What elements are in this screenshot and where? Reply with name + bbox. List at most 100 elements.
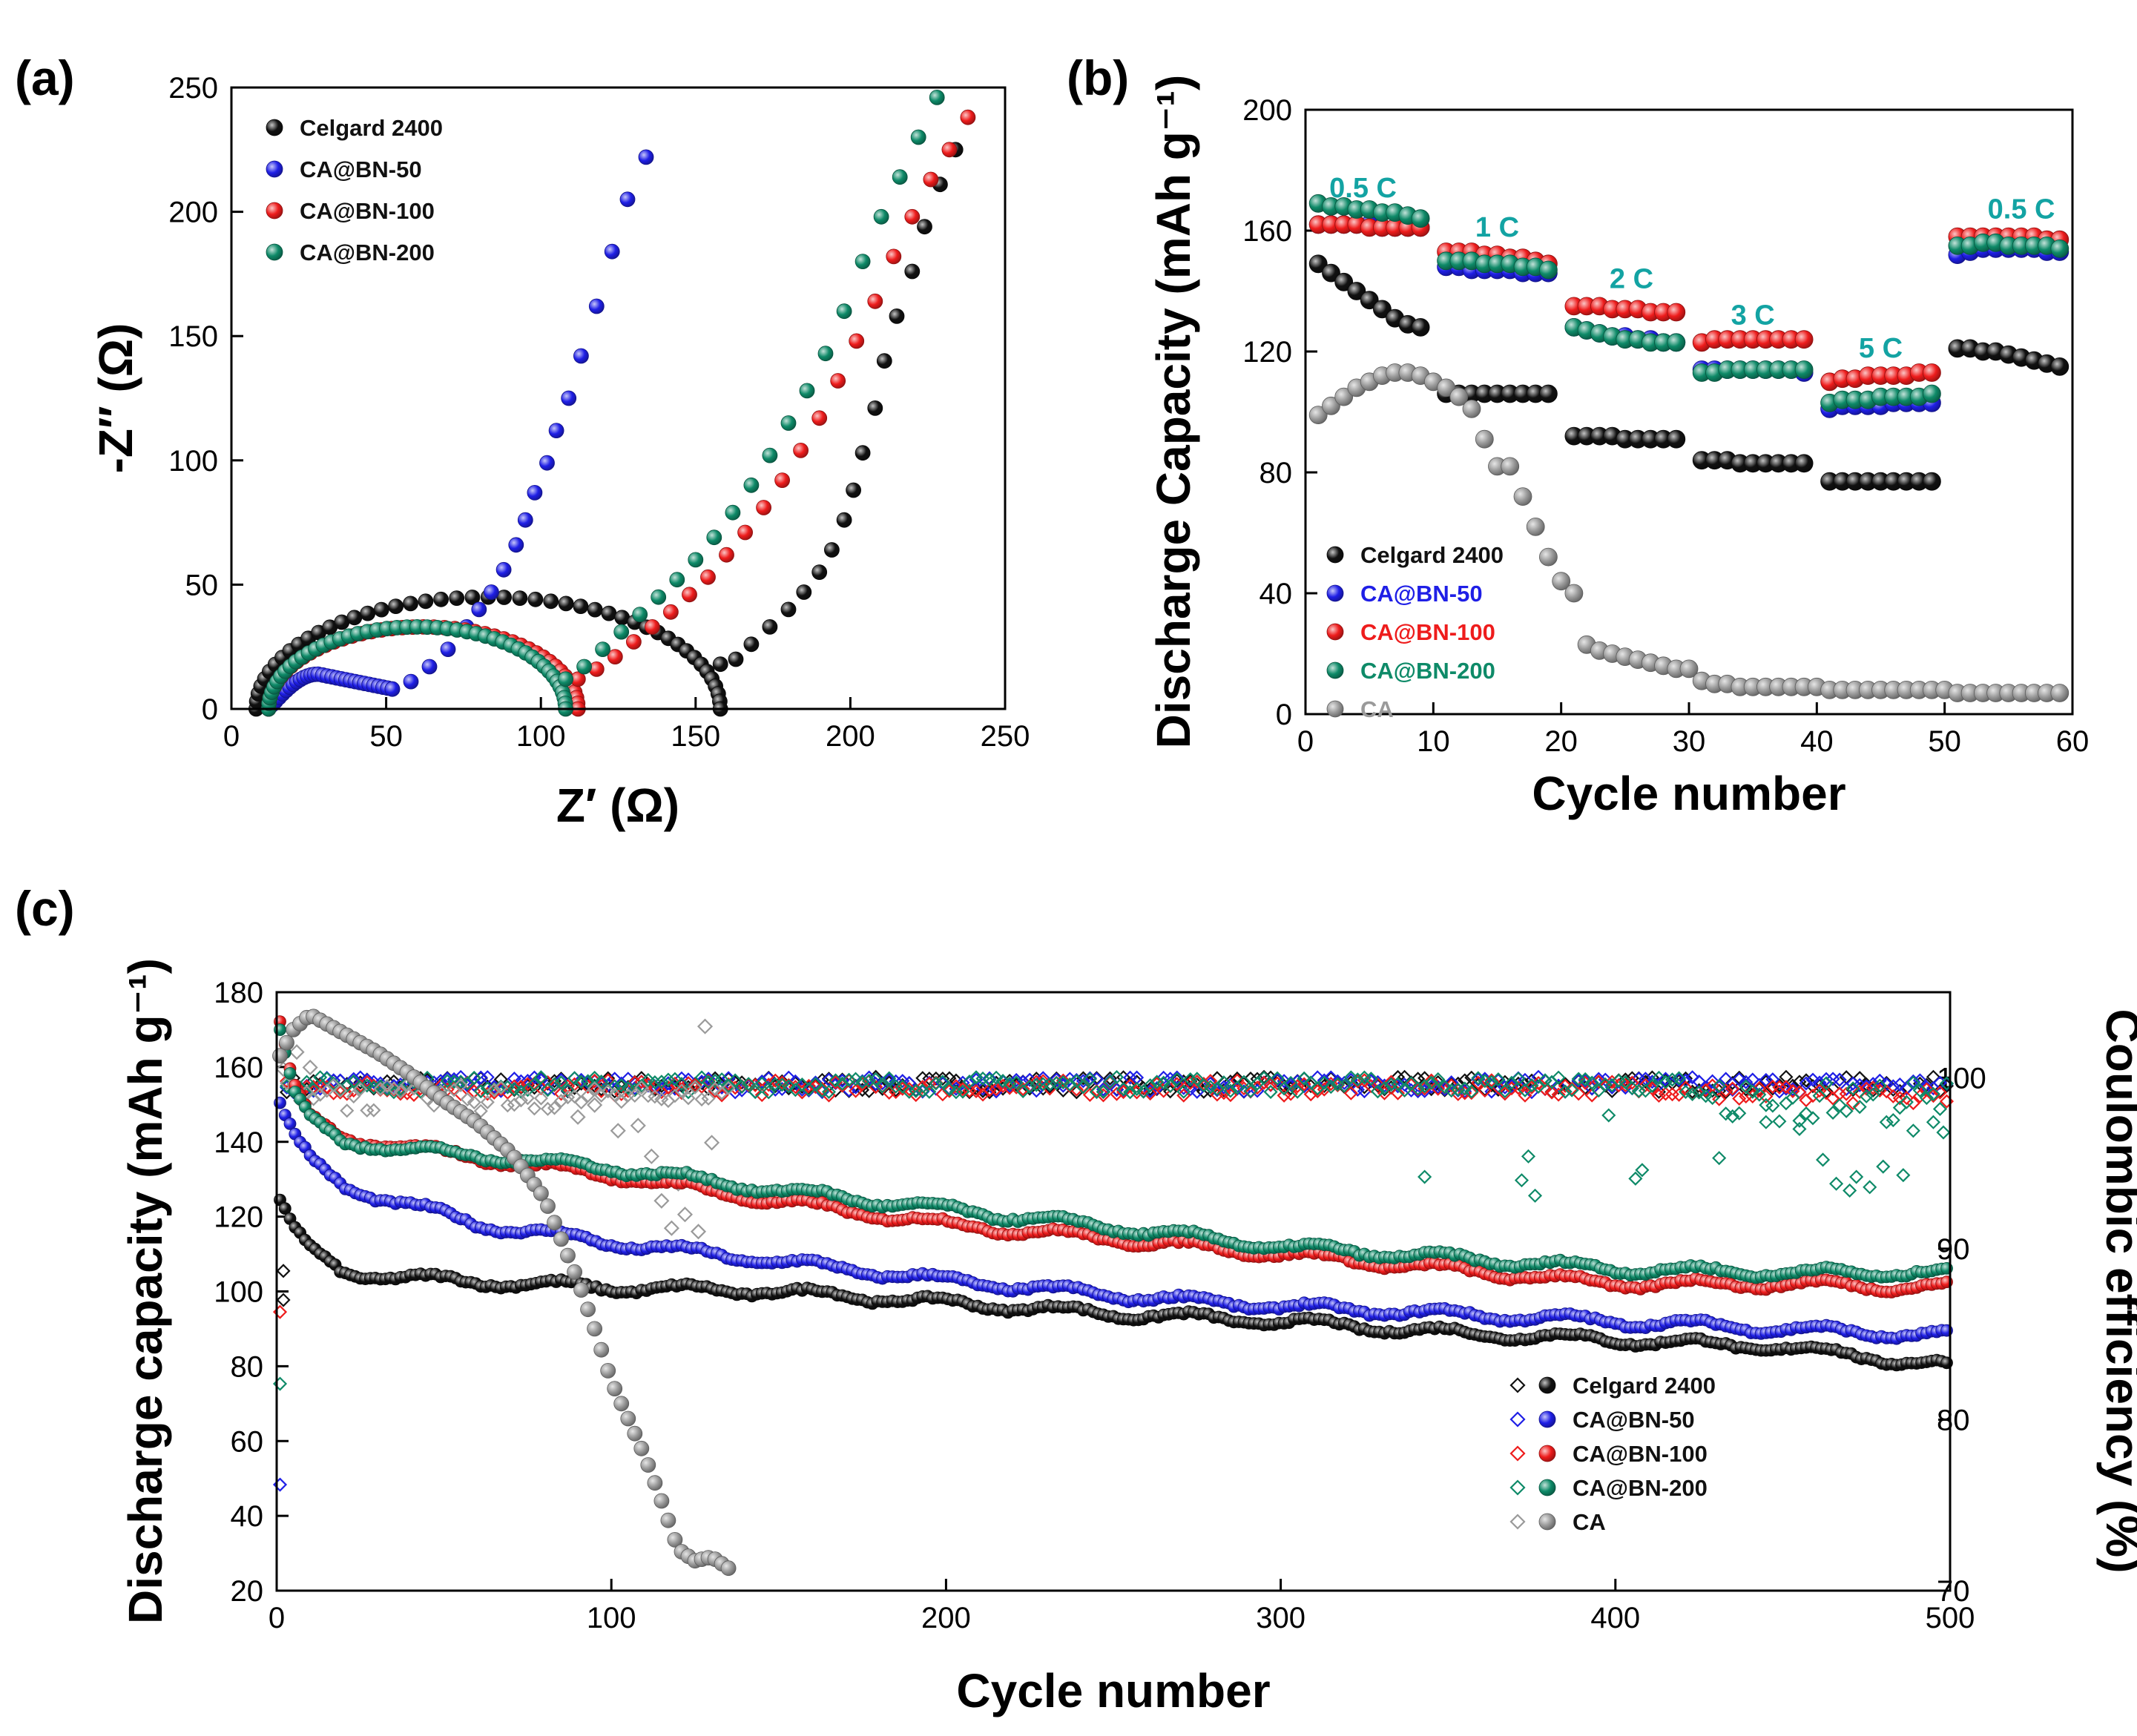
panel-c-efficiency-bn200 <box>1210 1082 1225 1097</box>
panel-c-efficiency-celgard <box>1879 1075 1894 1090</box>
panel-c-efficiency-bn200 <box>1498 1083 1512 1099</box>
panel-c-y-tick-label: 40 <box>231 1500 264 1533</box>
panel-a-point-bn50 <box>484 584 499 600</box>
panel-a-point-celgard <box>762 619 778 635</box>
panel-c-capacity-ca <box>573 1282 589 1298</box>
panel-b-point-bn200 <box>1794 360 1814 379</box>
panel-c-efficiency-ca <box>690 1224 707 1240</box>
panel-c-efficiency-ca <box>676 1207 694 1223</box>
panel-c-efficiency-ca <box>302 1059 318 1076</box>
panel-c-efficiency-bn100 <box>969 1083 984 1099</box>
panel-c-efficiency-bn200 <box>1725 1109 1740 1124</box>
panel-c-efficiency-bn200 <box>1451 1082 1466 1097</box>
panel-c-efficiency-bn200 <box>909 1083 923 1098</box>
panel-c-efficiency-bn200 <box>1411 1081 1426 1096</box>
panel-b-rate-label: 2 C <box>1610 263 1653 294</box>
panel-c-efficiency-bn200 <box>834 1076 850 1091</box>
panel-c-efficiency-ca <box>628 1088 642 1103</box>
panel-a-point-celgard <box>449 590 465 606</box>
panel-a-point-bn50 <box>527 485 543 501</box>
panel-c-efficiency-bn200 <box>1223 1083 1238 1098</box>
panel-c-efficiency-bn100 <box>1237 1081 1251 1096</box>
panel-b-point-bn100 <box>1794 330 1814 349</box>
panel-a-point-bn100 <box>886 248 902 265</box>
panel-c-efficiency-bn200 <box>1624 1080 1639 1095</box>
panel-c-efficiency-bn50 <box>1685 1070 1700 1085</box>
panel-c-efficiency-ca <box>366 1103 381 1118</box>
panel-c-efficiency-bn200 <box>594 1074 609 1089</box>
panel-c-efficiency-celgard <box>1765 1081 1780 1096</box>
panel-c-efficiency-bn100 <box>1210 1087 1225 1102</box>
panel-a-point-bn50 <box>539 455 555 471</box>
panel-c-efficiency-ca <box>708 1081 722 1096</box>
panel-c-efficiency-bn50 <box>889 1074 903 1089</box>
panel-c-efficiency-bn200 <box>1123 1085 1138 1100</box>
panel-c-efficiency-bn200 <box>1397 1083 1412 1098</box>
panel-c-x-tick-label: 100 <box>587 1602 636 1634</box>
panel-c-efficiency-bn200 <box>1484 1075 1499 1089</box>
panel-c-efficiency-bn100 <box>1270 1076 1285 1091</box>
panel-c-efficiency-bn100 <box>1772 1080 1787 1095</box>
panel-c-efficiency-bn200 <box>1143 1078 1158 1093</box>
panel-a-legend: Celgard 2400 CA@BN-50 CA@BN-100 CA@BN-200 <box>266 115 443 265</box>
panel-a-point-bn50 <box>440 641 456 657</box>
panel-a-point-bn100 <box>793 443 809 458</box>
panel-c-efficiency-bn200 <box>1176 1084 1191 1099</box>
panel-c-efficiency-celgard <box>962 1085 977 1100</box>
panel-c-capacity-ca <box>567 1264 582 1280</box>
panel-c-efficiency-bn200 <box>447 1075 461 1089</box>
panel-c-efficiency-bn100 <box>1866 1080 1880 1095</box>
panel-c-efficiency-bn200 <box>781 1079 796 1094</box>
panel-c-efficiency-bn200 <box>1527 1188 1543 1203</box>
panel-c-efficiency-bn200 <box>889 1079 903 1094</box>
panel-c-efficiency-bn200 <box>1819 1076 1834 1091</box>
panel-c-efficiency-bn200 <box>674 1077 689 1092</box>
panel-c-efficiency-bn200 <box>828 1073 843 1088</box>
panel-c-efficiency-bn100 <box>1759 1089 1774 1104</box>
legend-marker-ca <box>1538 1513 1556 1531</box>
panel-c-efficiency-bn50 <box>1699 1080 1713 1095</box>
panel-c-efficiency-bn50 <box>1444 1075 1459 1090</box>
panel-c-efficiency-ca <box>610 1123 626 1139</box>
panel-c-efficiency-bn200 <box>346 1074 361 1089</box>
panel-c-efficiency-bn200 <box>1879 1115 1894 1129</box>
panel-b-point-celgard <box>2050 357 2070 376</box>
panel-c-efficiency-bn100 <box>553 1086 569 1101</box>
panel-c-efficiency-ca <box>520 1091 535 1106</box>
panel-c-efficiency-bn200 <box>581 1074 596 1089</box>
panel-c-efficiency-bn200 <box>1521 1149 1536 1164</box>
panel-c-cycling-chart: (c) 0 100 200 300 400 500 20 40 60 80 100 120 140 160… <box>15 881 2137 1717</box>
panel-c-efficiency-bn200 <box>694 1070 709 1085</box>
panel-c-efficiency-bn200 <box>922 1084 937 1099</box>
panel-c-efficiency-bn50 <box>1892 1077 1907 1092</box>
panel-a-y-tick-label: 50 <box>185 569 219 601</box>
panel-c-efficiency-bn200 <box>1752 1087 1767 1102</box>
panel-c-efficiency-bn100 <box>1899 1091 1914 1106</box>
panel-c-efficiency-bn100 <box>849 1083 863 1098</box>
panel-b-x-tick-label: 60 <box>2056 725 2090 758</box>
panel-c-efficiency-bn200 <box>1859 1089 1874 1103</box>
panel-a-point-celgard <box>780 601 797 618</box>
panel-c-capacity-ca <box>580 1301 596 1318</box>
panel-c-efficiency-bn200 <box>1692 1085 1707 1100</box>
panel-c-efficiency-bn100 <box>754 1087 769 1103</box>
panel-c-efficiency-ca <box>648 1089 662 1104</box>
panel-c-y-tick-label: 80 <box>231 1350 264 1383</box>
panel-c-efficiency-bn200 <box>527 1077 541 1092</box>
panel-c-capacity-ca <box>640 1457 656 1473</box>
panel-c-efficiency-bn200 <box>1424 1075 1439 1090</box>
panel-c-efficiency-bn200 <box>1257 1071 1271 1086</box>
panel-b-point-bn200 <box>1922 384 1941 403</box>
panel-c-efficiency-bn200 <box>1170 1072 1185 1086</box>
panel-c-efficiency-bn200 <box>1665 1072 1680 1087</box>
panel-c-efficiency-bn200 <box>855 1075 870 1089</box>
panel-c-efficiency-bn200 <box>1183 1072 1198 1087</box>
panel-c-efficiency-bn200 <box>1936 1125 1951 1140</box>
panel-c-efficiency-ca <box>570 1109 586 1125</box>
panel-a-point-bn200 <box>855 254 871 270</box>
panel-c-efficiency-bn100 <box>1845 1096 1860 1111</box>
panel-c-efficiency-bn200 <box>882 1071 897 1086</box>
panel-c-efficiency-bn100 <box>1819 1086 1834 1100</box>
panel-c-efficiency-bn200 <box>648 1075 662 1090</box>
panel-a-x-tick-label: 250 <box>981 720 1030 753</box>
